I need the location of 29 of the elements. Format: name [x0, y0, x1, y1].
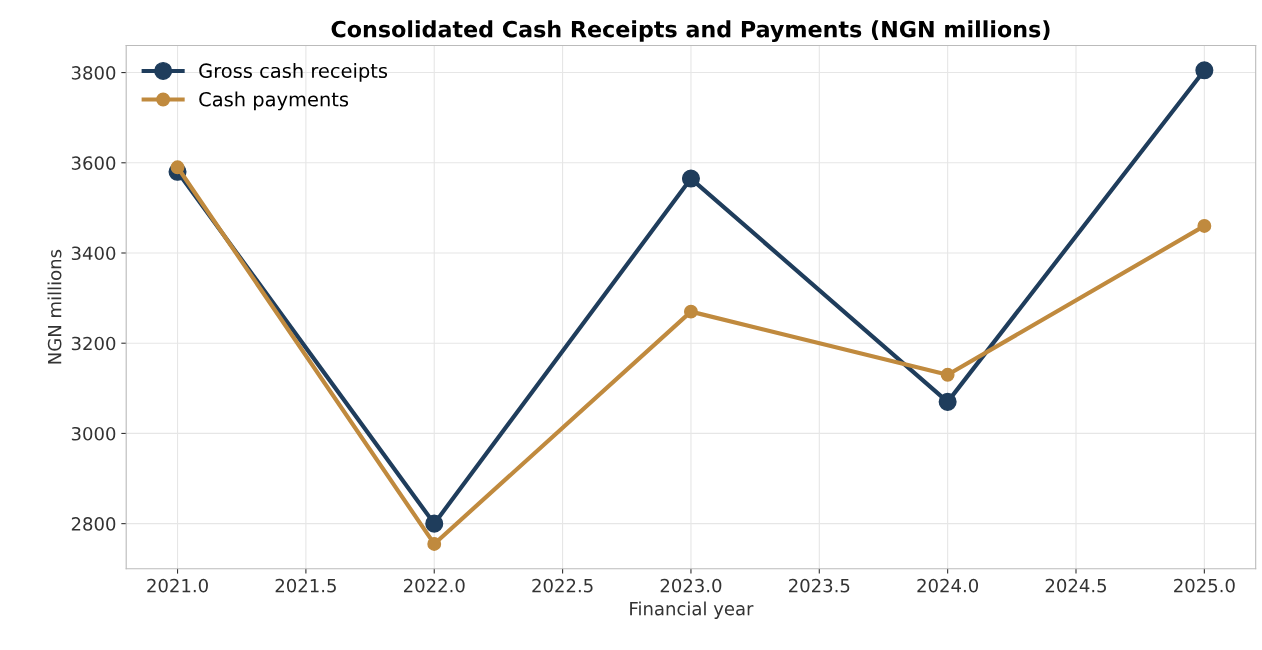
x-tick-label: 2024.5	[1045, 578, 1107, 593]
y-tick-label: 3000	[71, 426, 116, 441]
y-tick-label: 3600	[71, 156, 116, 170]
point	[170, 160, 185, 175]
legend-label: Gross cash receipts	[199, 63, 388, 82]
legend-label: Cash payments	[199, 91, 349, 111]
x-axis-title: Financial year	[630, 601, 754, 619]
x-tick-label: 2025.0	[1174, 578, 1235, 593]
x-tick-label: 2024.0	[917, 578, 979, 593]
x-tick-label: 2023.0	[660, 578, 722, 593]
y-tick-label: 3800	[71, 66, 116, 80]
x-tick-label: 2021.0	[147, 578, 208, 593]
y-tick-label: 3400	[71, 246, 116, 261]
x-tick-label: 2022.0	[403, 578, 465, 593]
chart-title: Consolidated Cash Receipts and Payments (NGN millions)	[331, 20, 1050, 42]
y-tick-label: 2800	[71, 517, 116, 531]
y-tick-label: 3200	[71, 336, 116, 351]
x-tick-label: 2023.5	[789, 578, 850, 593]
point	[427, 536, 442, 551]
point	[683, 304, 698, 319]
point	[938, 392, 957, 411]
point	[681, 169, 700, 188]
x-tick-label: 2022.5	[532, 578, 593, 593]
y-axis-title: NGN millions	[47, 249, 62, 364]
point	[1195, 61, 1214, 80]
x-tick-label: 2021.5	[275, 578, 336, 593]
point	[940, 367, 955, 382]
point	[425, 514, 444, 533]
point	[1197, 218, 1212, 233]
